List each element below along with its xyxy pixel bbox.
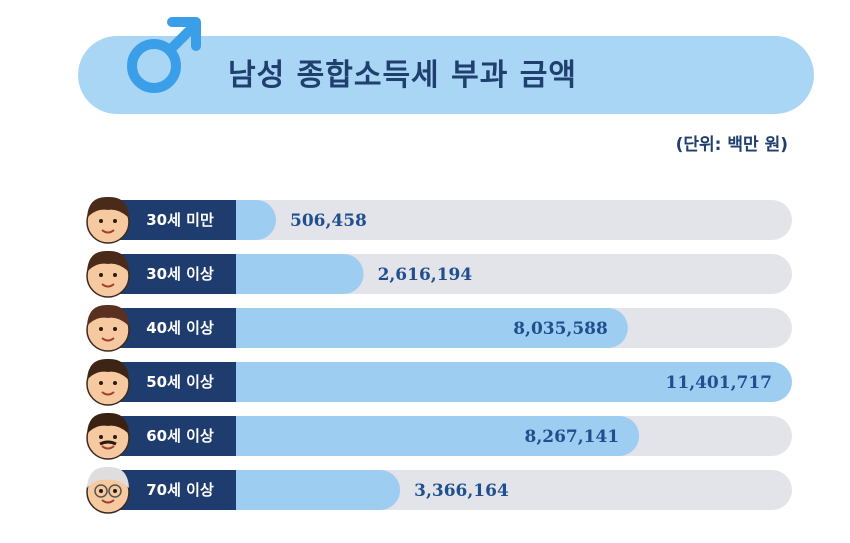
bar-row: 60세 이상 8,267,141 [86,412,792,460]
bar [216,362,792,402]
unit-label: (단위: 백만 원) [675,135,788,155]
bar-row: 40세 이상 8,035,588 [86,304,792,352]
chart-title: 남성 종합소득세 부과 금액 [228,58,577,93]
category-tab [118,362,236,402]
value-label: 506,458 [290,211,367,231]
bar-row: 30세 이상 2,616,194 [86,250,792,298]
bar [216,254,364,294]
category-label: 30세 미만 [146,211,214,229]
person-avatar-icon [86,196,130,244]
bar-row: 50세 이상 11,401,717 [86,358,792,406]
bar [216,416,640,456]
category-tab [118,416,236,456]
bar [216,470,401,510]
bar-row: 30세 미만 506,458 [86,196,792,244]
person-avatar-icon [86,304,130,352]
category-label: 70세 이상 [146,481,214,499]
value-label: 8,035,588 [513,319,608,339]
bar [216,308,628,348]
person-avatar-icon [86,358,130,406]
person-avatar-icon [86,412,130,460]
value-label: 2,616,194 [378,265,473,285]
value-label: 3,366,164 [414,481,509,501]
category-tab [118,200,236,240]
category-tab [118,308,236,348]
title-banner [78,36,814,114]
male-symbol-icon [127,17,201,93]
category-label: 30세 이상 [146,265,214,283]
category-tab [118,254,236,294]
category-label: 40세 이상 [146,319,214,337]
category-label: 60세 이상 [146,427,214,445]
bar-row: 70세 이상 3,366,164 [86,466,792,514]
category-label: 50세 이상 [146,373,214,391]
bar-track [216,200,792,240]
person-avatar-icon [86,250,130,298]
category-tab [118,470,236,510]
value-label: 11,401,717 [666,373,772,393]
value-label: 8,267,141 [525,427,620,447]
person-avatar-icon [86,466,130,514]
